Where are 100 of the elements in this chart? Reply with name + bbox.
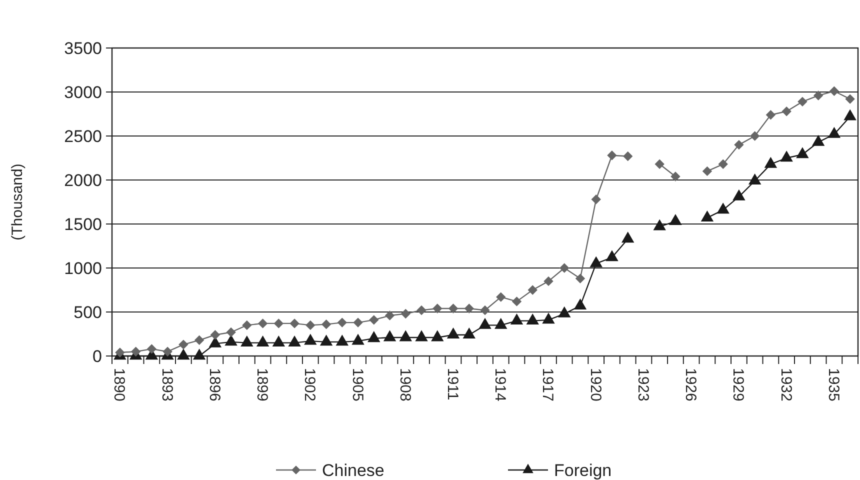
point <box>383 330 396 342</box>
point <box>828 126 841 138</box>
x-tick-label: 1911 <box>444 368 462 400</box>
point <box>415 330 428 342</box>
point <box>512 296 522 306</box>
point <box>591 194 601 204</box>
point <box>670 172 680 182</box>
point <box>700 210 714 222</box>
x-tick-label: 1890 <box>110 368 128 402</box>
point <box>130 346 141 356</box>
point <box>192 348 206 360</box>
point <box>621 232 634 243</box>
point <box>462 328 476 339</box>
point <box>510 313 524 324</box>
point <box>256 335 270 346</box>
point <box>431 330 444 342</box>
x-tick-label: 1926 <box>682 368 700 402</box>
point <box>780 150 793 162</box>
point <box>716 202 730 214</box>
y-axis-title: (Thousand) <box>9 164 26 240</box>
point <box>446 328 460 339</box>
point <box>226 327 236 338</box>
x-tick-label: 1923 <box>634 368 652 402</box>
point <box>321 319 332 330</box>
point <box>796 147 809 158</box>
point <box>560 263 570 273</box>
point <box>542 312 555 324</box>
x-tick-label: 1908 <box>396 368 414 402</box>
point <box>764 156 778 168</box>
point <box>669 214 682 226</box>
point <box>496 292 506 302</box>
point <box>224 334 238 346</box>
point <box>258 318 268 328</box>
point <box>544 276 554 286</box>
point <box>528 285 538 295</box>
point <box>829 86 840 96</box>
point <box>558 306 571 318</box>
point <box>812 134 825 146</box>
point <box>432 304 442 314</box>
point <box>162 346 172 356</box>
x-tick-label: 1920 <box>586 368 604 402</box>
x-tick-label: 1893 <box>158 368 176 402</box>
point <box>766 110 776 120</box>
point <box>272 335 286 346</box>
point <box>352 334 364 345</box>
point <box>337 318 347 328</box>
point <box>304 334 317 345</box>
point <box>115 348 125 358</box>
point <box>782 106 792 116</box>
point <box>369 315 379 325</box>
point <box>623 151 633 162</box>
point <box>575 274 586 284</box>
point <box>494 318 508 329</box>
point <box>813 90 824 100</box>
point <box>718 159 728 170</box>
point <box>240 335 254 346</box>
point <box>748 174 762 185</box>
point <box>290 318 300 328</box>
point <box>702 166 712 176</box>
point <box>798 96 808 107</box>
x-tick-label: 1932 <box>777 368 794 402</box>
x-tick-label: 1935 <box>824 368 842 402</box>
point <box>353 318 363 328</box>
x-tick-label: 1899 <box>254 368 271 402</box>
y-tick-label: 3500 <box>64 38 102 58</box>
x-tick-label: 1917 <box>539 368 556 402</box>
point <box>274 318 284 328</box>
point <box>574 298 587 310</box>
point <box>320 334 333 346</box>
point <box>845 94 855 104</box>
y-tick-label: 3000 <box>64 82 102 102</box>
y-tick-label: 500 <box>74 302 102 322</box>
point <box>732 189 746 200</box>
y-tick-label: 2000 <box>64 170 102 190</box>
point <box>368 331 380 342</box>
point <box>607 150 617 160</box>
x-tick-label: 1914 <box>492 368 509 402</box>
y-tick-label: 1000 <box>64 258 102 278</box>
x-tick-label: 1896 <box>206 368 223 402</box>
point <box>336 334 349 346</box>
point <box>654 159 664 170</box>
point <box>194 335 204 346</box>
point <box>478 318 492 329</box>
legend-label: Foreign <box>554 460 612 480</box>
point <box>306 320 316 330</box>
point <box>590 256 602 268</box>
x-tick-label: 1902 <box>301 368 318 402</box>
point <box>464 304 474 314</box>
y-tick-label: 2500 <box>64 126 102 146</box>
x-tick-label: 1929 <box>730 368 747 402</box>
point <box>448 304 458 314</box>
point <box>242 320 252 330</box>
x-tick-label: 1905 <box>348 368 366 402</box>
point <box>526 313 539 324</box>
legend-label: Chinese <box>322 460 384 480</box>
point <box>177 348 190 360</box>
point <box>734 140 744 150</box>
point <box>844 109 856 120</box>
point <box>178 340 188 350</box>
point <box>400 308 410 319</box>
